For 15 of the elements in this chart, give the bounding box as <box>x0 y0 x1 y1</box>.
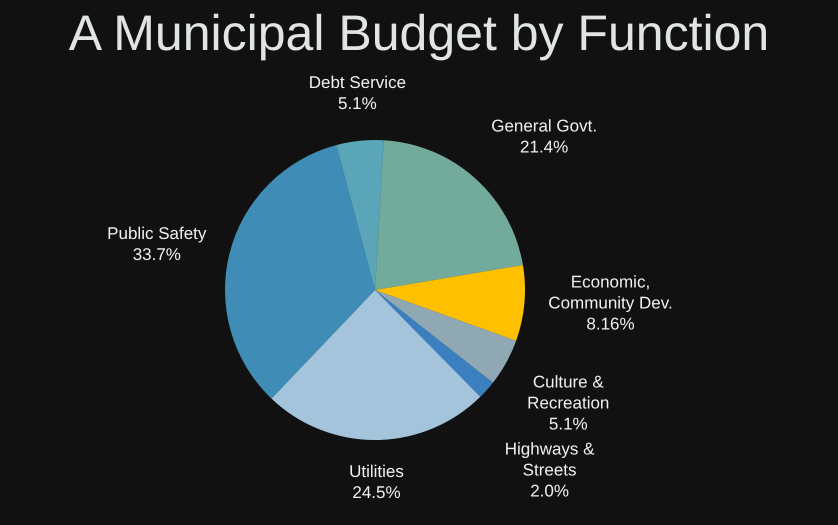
data-label: 24.5% <box>352 483 401 502</box>
data-label: 5.1% <box>338 94 377 114</box>
slice-label: Economic, Community Dev. <box>548 272 673 312</box>
slice-label: Utilities <box>349 462 404 482</box>
data-label: 5.1% <box>548 414 588 434</box>
slice-label: Debt Service <box>308 73 406 92</box>
data-label: 21.4% <box>520 138 568 157</box>
slice-label: Public Safety <box>107 224 207 244</box>
data-label: 33.7% <box>132 245 181 264</box>
slice-label: Culture & Recreation <box>527 372 610 413</box>
data-label: 8.16% <box>586 314 635 334</box>
slice-label: Highways & Streets <box>504 440 596 480</box>
data-label: 2.0% <box>530 482 569 501</box>
chart-title: A Municipal Budget by Function <box>68 4 770 62</box>
slice-label: General Govt. <box>491 116 598 136</box>
